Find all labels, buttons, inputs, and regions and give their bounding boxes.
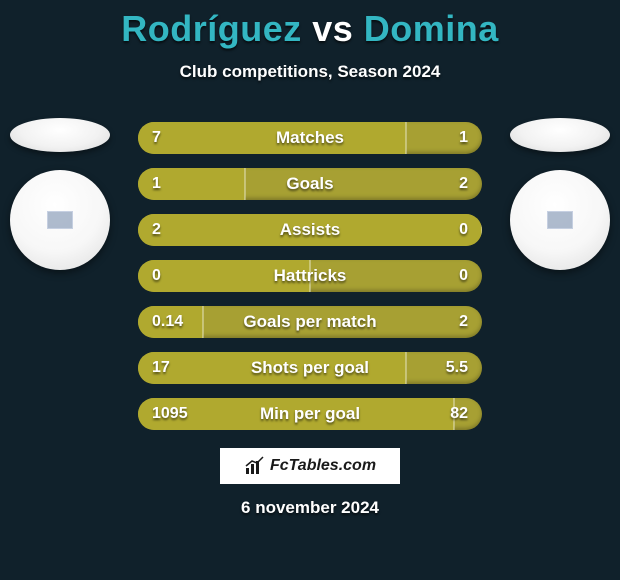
stat-value-right: 82	[450, 398, 468, 430]
player-right-avatars	[510, 118, 610, 270]
stat-fill-left	[138, 122, 406, 154]
stat-value-left: 0.14	[152, 306, 183, 338]
title-right: Domina	[364, 8, 499, 49]
stats-bars: 71Matches12Goals20Assists00Hattricks0.14…	[138, 122, 482, 430]
date-label: 6 november 2024	[0, 498, 620, 518]
player-photo-placeholder	[510, 170, 610, 270]
stat-value-right: 2	[459, 306, 468, 338]
stat-row: 0.142Goals per match	[138, 306, 482, 338]
stat-row: 71Matches	[138, 122, 482, 154]
stat-value-right: 1	[459, 122, 468, 154]
stat-fill-left	[138, 352, 406, 384]
stat-row: 12Goals	[138, 168, 482, 200]
stat-value-left: 7	[152, 122, 161, 154]
title-mid: vs	[302, 8, 364, 49]
stat-value-right: 0	[459, 214, 468, 246]
stat-fill-left	[138, 214, 482, 246]
stat-row: 175.5Shots per goal	[138, 352, 482, 384]
title-left: Rodríguez	[121, 8, 302, 49]
stat-value-right: 0	[459, 260, 468, 292]
stat-row: 109582Min per goal	[138, 398, 482, 430]
page-title: Rodríguez vs Domina	[0, 0, 620, 50]
club-badge-placeholder	[510, 118, 610, 152]
subtitle: Club competitions, Season 2024	[0, 62, 620, 82]
stat-value-left: 1	[152, 168, 161, 200]
placeholder-icon	[47, 211, 73, 229]
stat-value-right: 2	[459, 168, 468, 200]
stat-value-left: 1095	[152, 398, 188, 430]
brand-text: FcTables.com	[270, 457, 376, 475]
stat-row: 20Assists	[138, 214, 482, 246]
stat-value-left: 0	[152, 260, 161, 292]
stat-value-left: 17	[152, 352, 170, 384]
brand-box: FcTables.com	[220, 448, 400, 484]
stat-row: 00Hattricks	[138, 260, 482, 292]
brand-chart-icon	[244, 456, 266, 476]
stat-value-left: 2	[152, 214, 161, 246]
player-left-avatars	[10, 118, 110, 270]
stat-fill-left	[138, 260, 310, 292]
placeholder-icon	[547, 211, 573, 229]
club-badge-placeholder	[10, 118, 110, 152]
stat-value-right: 5.5	[446, 352, 468, 384]
player-photo-placeholder	[10, 170, 110, 270]
